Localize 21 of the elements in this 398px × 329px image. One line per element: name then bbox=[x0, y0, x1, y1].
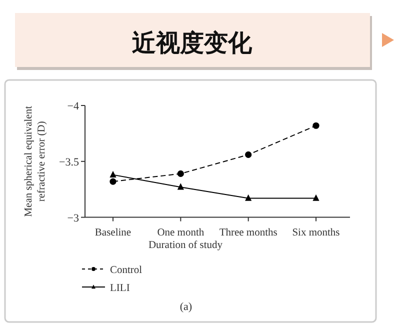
x-tick-label: Baseline bbox=[94, 227, 132, 238]
y-tick-label: −3 bbox=[67, 212, 80, 224]
point bbox=[312, 122, 320, 129]
point bbox=[245, 194, 252, 201]
point bbox=[312, 194, 320, 201]
y-tick-label: −3.5 bbox=[59, 156, 80, 168]
point bbox=[110, 178, 116, 185]
x-tick-label: One month bbox=[157, 227, 205, 238]
point bbox=[110, 170, 116, 178]
y-axis-title: Mean spherical equivalent refractive error (D) bbox=[24, 106, 48, 217]
point bbox=[177, 170, 184, 177]
x-tick-label: Six months bbox=[292, 227, 340, 238]
text: (a) bbox=[180, 301, 192, 313]
chart-title: 近视度变化 bbox=[132, 29, 253, 57]
legend-label: LILI bbox=[110, 283, 130, 294]
x-tick-label: Three months bbox=[219, 227, 278, 238]
legend-label: Control bbox=[110, 265, 142, 276]
x-axis-title: Duration of study bbox=[148, 240, 224, 251]
point bbox=[245, 151, 252, 158]
point bbox=[177, 183, 184, 190]
y-tick-label: −4 bbox=[67, 100, 80, 112]
